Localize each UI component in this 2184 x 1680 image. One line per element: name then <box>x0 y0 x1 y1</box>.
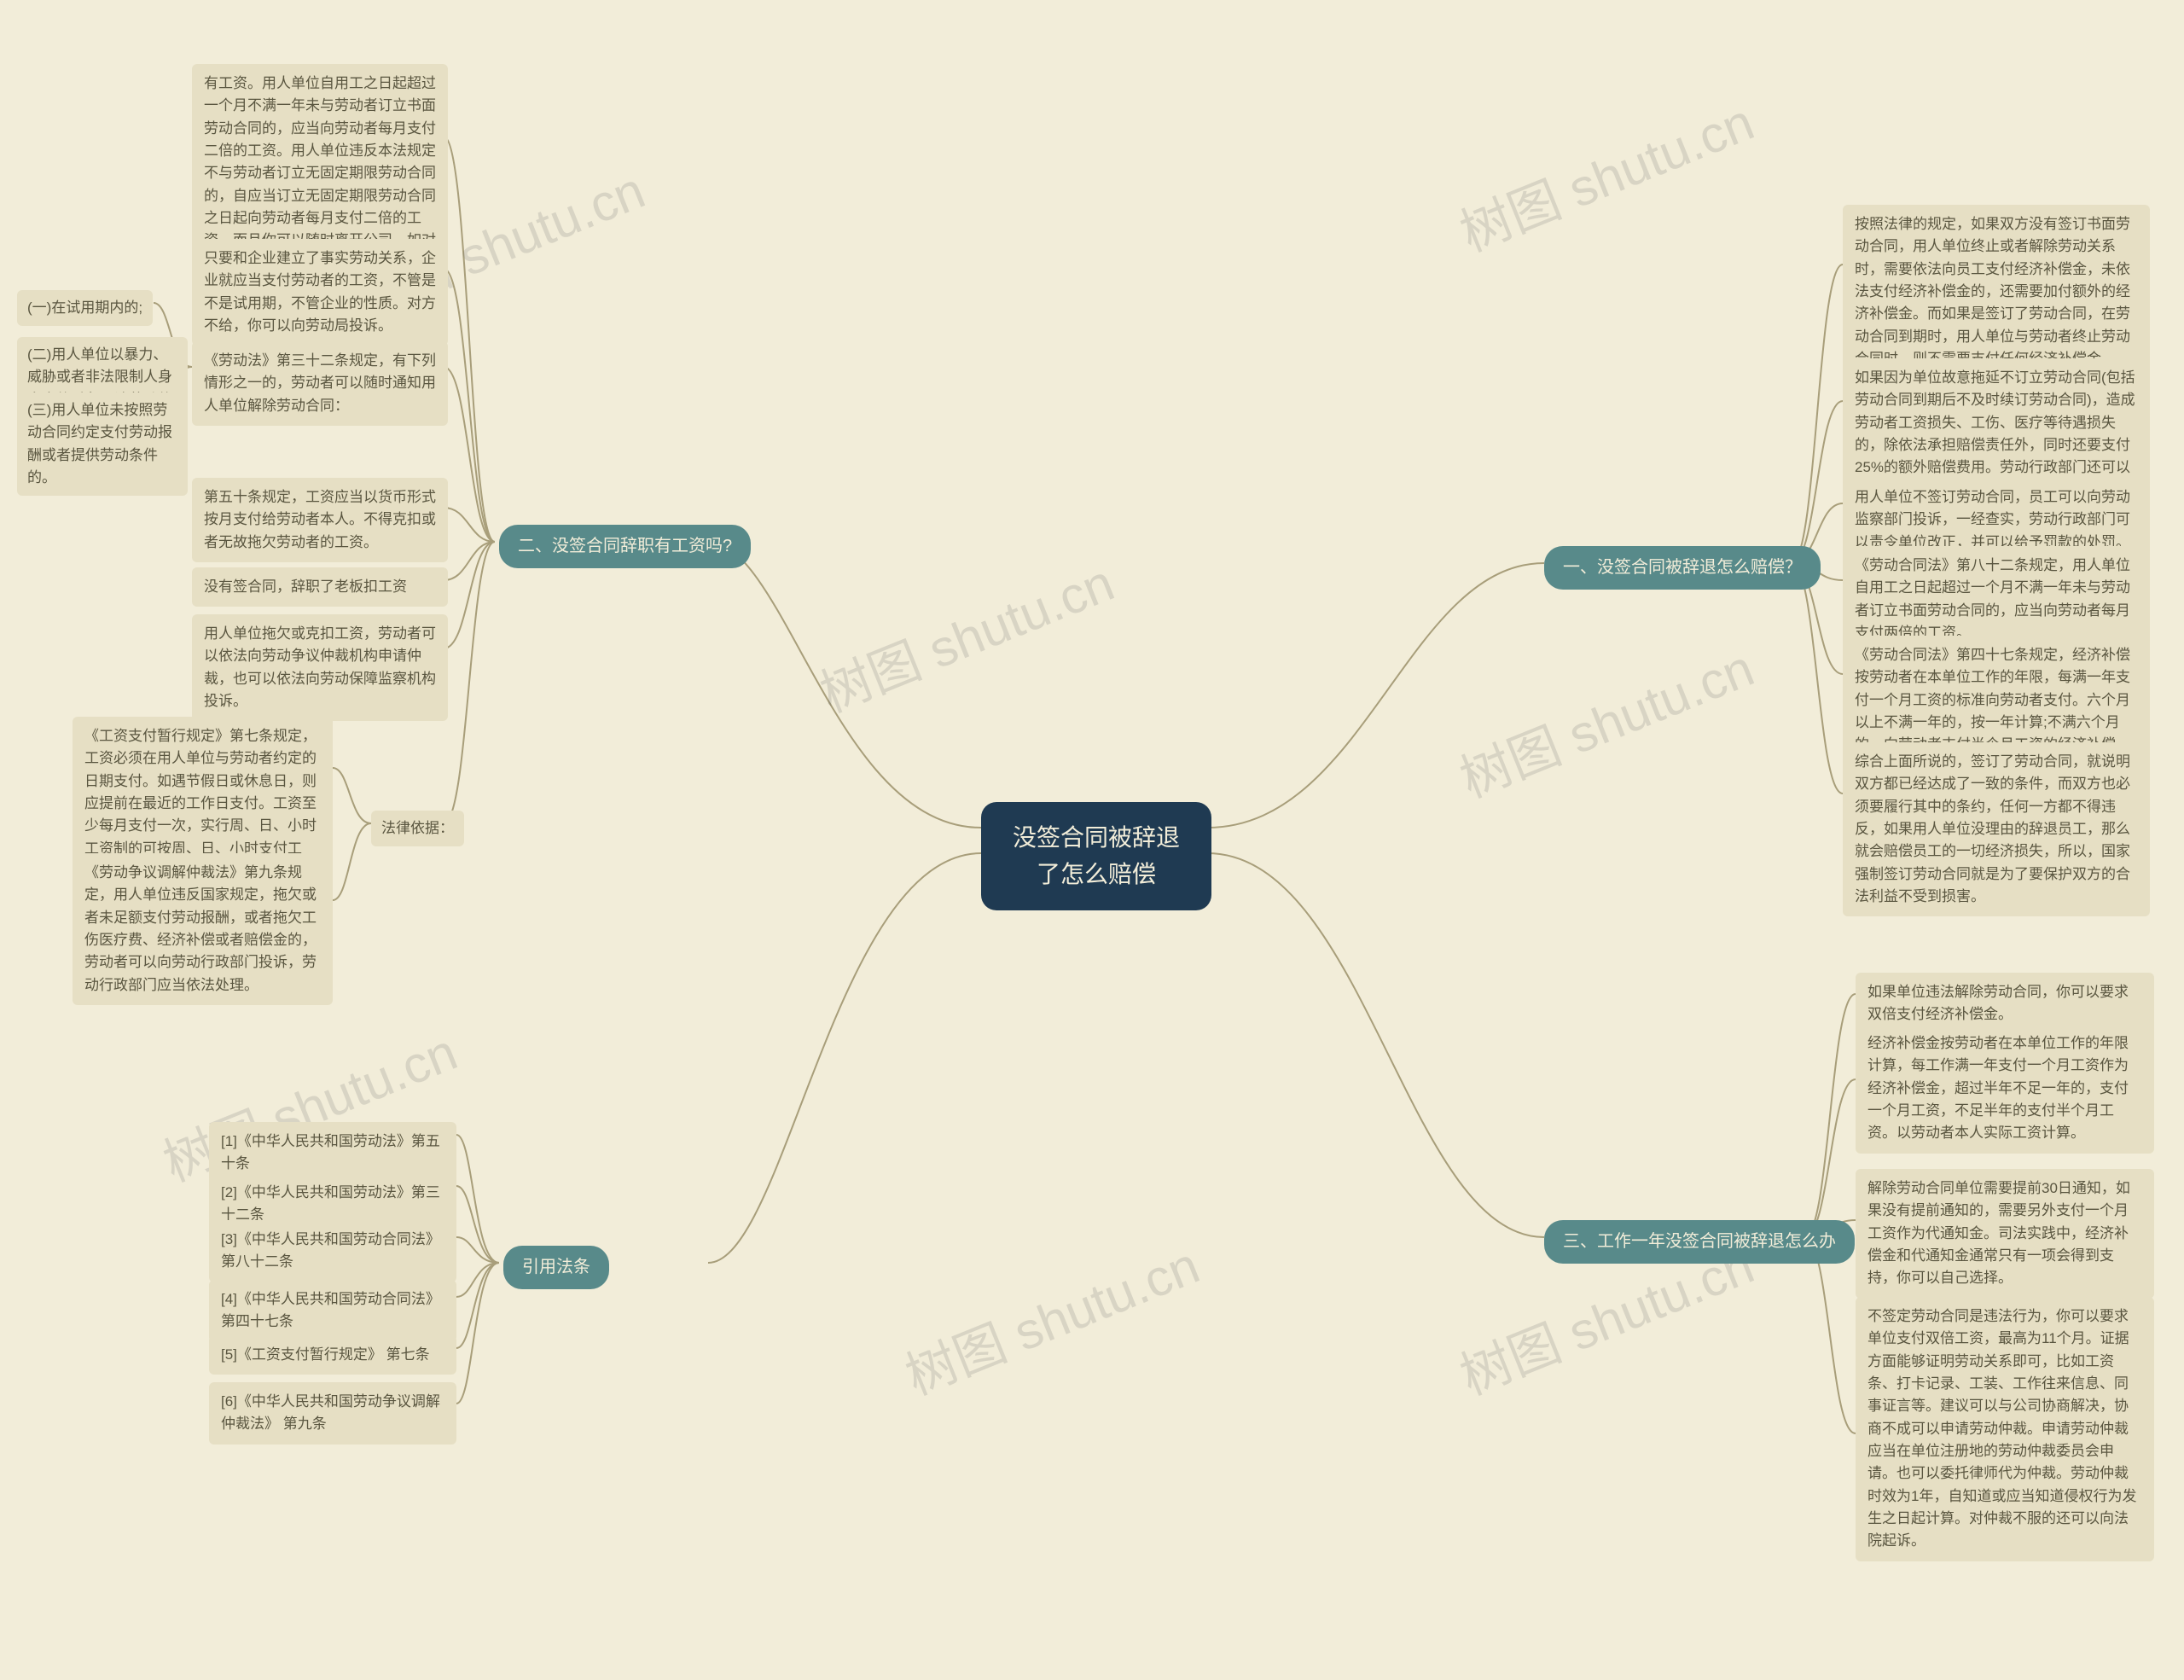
b2-leaf-1: 只要和企业建立了事实劳动关系，企业就应当支付劳动者的工资，不管是不是试用期，不管… <box>192 239 448 346</box>
b4-leaf-4: [5]《工资支付暂行规定》 第七条 <box>209 1335 456 1375</box>
b2-leaf-4: 没有签合同，辞职了老板扣工资 <box>192 567 448 607</box>
b3-leaf-1: 经济补偿金按劳动者在本单位工作的年限计算，每工作满一年支付一个月工资作为经济补偿… <box>1856 1024 2154 1154</box>
b2-leaf-2: 《劳动法》第三十二条规定，有下列情形之一的，劳动者可以随时通知用人单位解除劳动合… <box>192 341 448 426</box>
root-node: 没签合同被辞退了怎么赔偿 <box>981 802 1211 910</box>
b1-leaf-0: 按照法律的规定，如果双方没有签订书面劳动合同，用人单位终止或者解除劳动关系时，需… <box>1843 205 2150 379</box>
b2-legal-label: 法律依据： <box>371 811 464 846</box>
b2-sub-0: (一)在试用期内的; <box>17 290 153 326</box>
watermark: 树图 shutu.cn <box>808 542 1124 727</box>
b4-leaf-2: [3]《中华人民共和国劳动合同法》 第八十二条 <box>209 1220 456 1282</box>
watermark: 树图 shutu.cn <box>1448 627 1763 812</box>
branch-2: 二、没签合同辞职有工资吗? <box>499 525 751 568</box>
watermark: 树图 shutu.cn <box>1448 81 1763 266</box>
b2-leaf-3: 第五十条规定，工资应当以货币形式按月支付给劳动者本人。不得克扣或者无故拖欠劳动者… <box>192 478 448 562</box>
b2-leaf-5: 用人单位拖欠或克扣工资，劳动者可以依法向劳动争议仲裁机构申请仲裁，也可以依法向劳… <box>192 614 448 721</box>
b4-leaf-5: [6]《中华人民共和国劳动争议调解仲裁法》 第九条 <box>209 1382 456 1445</box>
b2-legal-1: 《劳动争议调解仲裁法》第九条规定，用人单位违反国家规定，拖欠或者未足额支付劳动报… <box>73 853 333 1005</box>
b2-sub-2: (三)用人单位未按照劳动合同约定支付劳动报酬或者提供劳动条件的。 <box>17 392 188 496</box>
watermark: 树图 shutu.cn <box>893 1224 1209 1410</box>
branch-1: 一、没签合同被辞退怎么赔偿？ <box>1544 546 1821 590</box>
branch-4: 引用法条 <box>503 1246 609 1289</box>
b1-leaf-5: 综合上面所说的，签订了劳动合同，就说明双方都已经达成了一致的条件，而双方也必须要… <box>1843 742 2150 916</box>
branch-3: 三、工作一年没签合同被辞退怎么办 <box>1544 1220 1855 1264</box>
b4-leaf-3: [4]《中华人民共和国劳动合同法》 第四十七条 <box>209 1280 456 1342</box>
b3-leaf-2: 解除劳动合同单位需要提前30日通知，如果没有提前通知的，需要另外支付一个月工资作… <box>1856 1169 2154 1299</box>
b3-leaf-3: 不签定劳动合同是违法行为，你可以要求单位支付双倍工资，最高为11个月。证据方面能… <box>1856 1297 2154 1561</box>
